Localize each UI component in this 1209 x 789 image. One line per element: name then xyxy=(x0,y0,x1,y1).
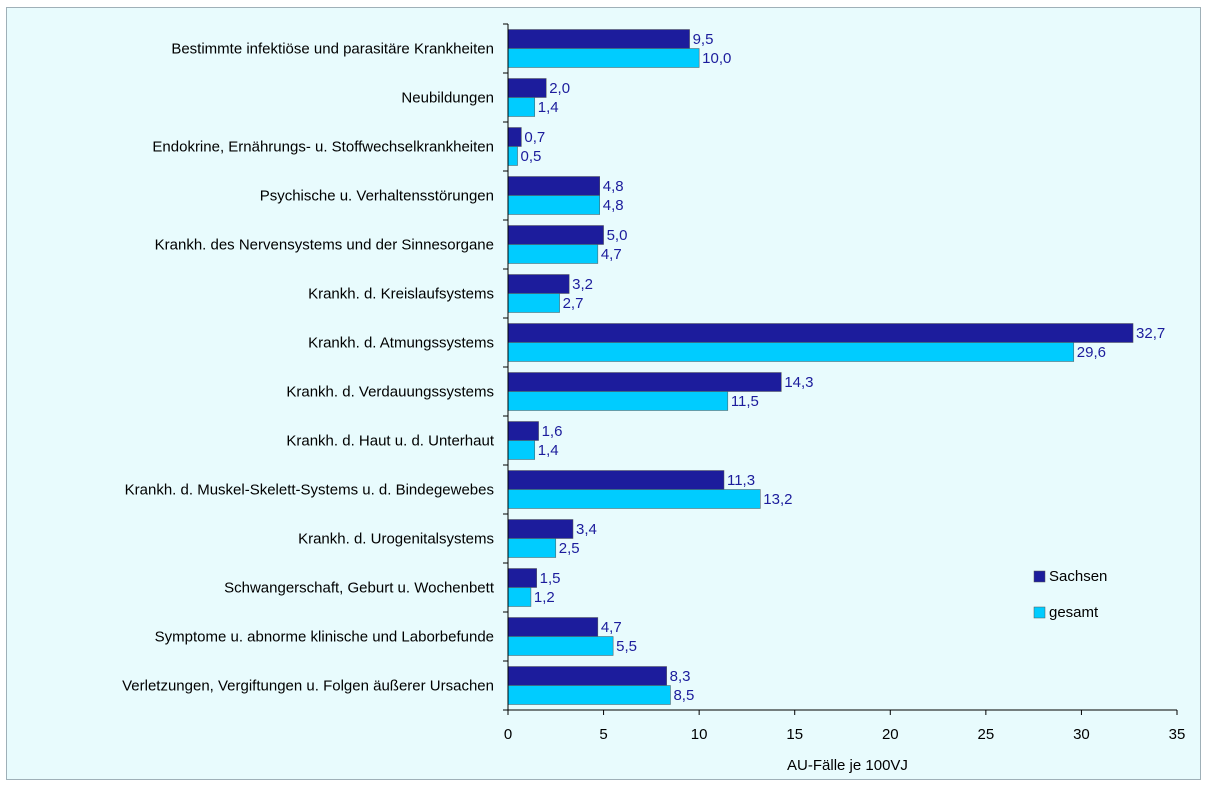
bar-chart: 9,5 10,0 Bestimmte infektiöse und parasitä… xyxy=(122,23,1186,774)
data-label: 32,7 xyxy=(1136,325,1165,342)
data-label: 10,0 xyxy=(702,50,731,67)
data-label: 5,5 xyxy=(616,638,637,655)
data-label: 8,5 xyxy=(673,687,694,704)
x-tick-label: 5 xyxy=(599,726,607,743)
bar-gesamt-12 xyxy=(507,636,614,656)
bar-gesamt-7 xyxy=(507,391,729,411)
bar-sachsen-0 xyxy=(507,29,690,49)
data-label: 3,4 xyxy=(576,521,597,538)
bar-gesamt-4 xyxy=(507,244,599,264)
data-label: 3,2 xyxy=(572,276,593,293)
bar-sachsen-1 xyxy=(507,78,547,98)
x-tick-label: 35 xyxy=(1169,726,1186,743)
bar-gesamt-8 xyxy=(507,440,536,460)
data-label: 2,5 xyxy=(559,540,580,557)
category-label: Krankh. d. Atmungssystems xyxy=(308,335,494,352)
category-label: Endokrine, Ernährungs- u. Stoffwechselkr… xyxy=(152,139,494,156)
data-label: 0,7 xyxy=(524,129,545,146)
bar-gesamt-0 xyxy=(507,48,700,68)
bar-sachsen-7 xyxy=(507,372,782,392)
data-label: 11,5 xyxy=(731,393,759,410)
category-label: Neubildungen xyxy=(401,90,494,107)
category-label: Krankh. d. Verdauungssystems xyxy=(286,384,494,401)
data-label: 1,2 xyxy=(534,589,555,606)
legend-swatch-sachsen xyxy=(1033,570,1046,583)
data-label: 1,5 xyxy=(540,570,561,587)
legend-label-sachsen: Sachsen xyxy=(1049,568,1107,585)
data-label: 2,0 xyxy=(549,80,570,97)
bar-sachsen-3 xyxy=(507,176,600,196)
bar-sachsen-13 xyxy=(507,666,667,686)
category-label: Psychische u. Verhaltensstörungen xyxy=(260,188,494,205)
legend-swatch-gesamt xyxy=(1033,606,1046,619)
bar-gesamt-10 xyxy=(507,538,557,558)
data-label: 1,6 xyxy=(542,423,563,440)
bar-sachsen-6 xyxy=(507,323,1134,343)
data-label: 4,7 xyxy=(601,619,622,636)
bar-gesamt-9 xyxy=(507,489,761,509)
data-label: 29,6 xyxy=(1077,344,1106,361)
category-label: Krankh. d. Muskel-Skelett-Systems u. d. … xyxy=(125,482,494,499)
data-label: 4,8 xyxy=(603,197,624,214)
data-label: 1,4 xyxy=(538,442,559,459)
category-label: Verletzungen, Vergiftungen u. Folgen äuß… xyxy=(122,678,494,695)
data-label: 9,5 xyxy=(693,31,714,48)
data-label: 11,3 xyxy=(727,472,755,489)
bar-sachsen-8 xyxy=(507,421,539,441)
legend-label-gesamt: gesamt xyxy=(1049,604,1099,621)
bar-gesamt-11 xyxy=(507,587,532,607)
x-tick-label: 0 xyxy=(504,726,512,743)
bar-gesamt-13 xyxy=(507,685,671,705)
x-tick-label: 10 xyxy=(691,726,708,743)
bar-sachsen-4 xyxy=(507,225,604,245)
bar-gesamt-2 xyxy=(507,146,518,166)
bar-sachsen-11 xyxy=(507,568,537,588)
bar-sachsen-12 xyxy=(507,617,599,637)
bar-gesamt-6 xyxy=(507,342,1075,362)
bar-sachsen-2 xyxy=(507,127,522,147)
bar-sachsen-9 xyxy=(507,470,725,490)
data-label: 1,4 xyxy=(538,99,559,116)
data-label: 13,2 xyxy=(763,491,792,508)
category-label: Krankh. d. Haut u. d. Unterhaut xyxy=(286,433,494,450)
bar-sachsen-5 xyxy=(507,274,570,294)
category-label: Bestimmte infektiöse und parasitäre Kran… xyxy=(171,41,494,58)
data-label: 2,7 xyxy=(563,295,584,312)
x-tick-label: 25 xyxy=(978,726,995,743)
x-tick-label: 20 xyxy=(882,726,899,743)
data-label: 0,5 xyxy=(521,148,542,165)
category-label: Krankh. d. Urogenitalsystems xyxy=(298,531,494,548)
data-label: 4,8 xyxy=(603,178,624,195)
category-label: Krankh. des Nervensystems und der Sinnes… xyxy=(155,237,494,254)
data-label: 5,0 xyxy=(607,227,628,244)
chart-area: 9,5 10,0 Bestimmte infektiöse und parasitä… xyxy=(6,7,1201,780)
x-tick-label: 30 xyxy=(1073,726,1090,743)
bar-gesamt-3 xyxy=(507,195,600,215)
bar-gesamt-5 xyxy=(507,293,560,313)
bar-sachsen-10 xyxy=(507,519,574,539)
data-label: 14,3 xyxy=(784,374,813,391)
x-tick-label: 15 xyxy=(786,726,803,743)
category-label: Schwangerschaft, Geburt u. Wochenbett xyxy=(224,580,495,597)
x-axis-title: AU-Fälle je 100VJ xyxy=(787,757,908,774)
category-label: Symptome u. abnorme klinische und Laborb… xyxy=(155,629,494,646)
bar-gesamt-1 xyxy=(507,97,536,117)
data-label: 4,7 xyxy=(601,246,622,263)
data-label: 8,3 xyxy=(670,668,691,685)
category-label: Krankh. d. Kreislaufsystems xyxy=(308,286,494,303)
